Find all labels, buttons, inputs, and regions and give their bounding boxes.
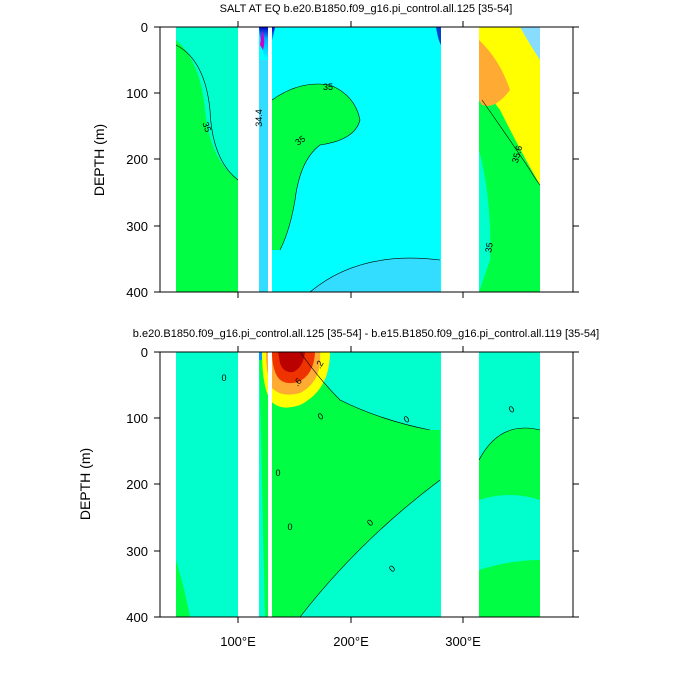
bottom-contour-atlantic [478,427,541,461]
y-tick-label: 400 [126,285,148,300]
bottom-contour-label: 0 [402,414,411,425]
bottom-ticks [154,346,579,623]
top-land-americas [441,27,479,292]
bottom-contour-label: 0 [221,373,226,383]
bottom-contour-label: .2 [313,359,325,371]
x-tick-label: 100°E [220,634,256,649]
x-tick-label: 300°E [445,634,481,649]
top-contour-atlantic [481,99,541,186]
bottom-y-axis-label: DEPTH (m) [77,448,93,520]
top-land-indonesia [238,27,259,292]
y-tick-label: 100 [126,411,148,426]
bottom-field-cyan-dip [259,352,262,360]
top-field-atlantic-top [520,27,540,60]
top-panel-title: SALT AT EQ b.e20.B1850.f09_g16.pi_contro… [220,3,513,15]
bottom-panel-title: b.e20.B1850.f09_g16.pi_control.all.125 [… [133,328,599,340]
bottom-y-tick-labels: 0 100 200 300 400 [126,345,148,625]
x-tick-label: 200°E [333,634,369,649]
top-panel-field [175,27,541,292]
top-contour-label: 34.4 [254,109,264,127]
bottom-field-west-deep [176,560,190,617]
bottom-field-wedge-contour [299,479,441,617]
top-field-east-blue [436,27,441,45]
bottom-field-atlantic-band [479,495,540,570]
bottom-field-max-dark [278,352,305,373]
top-contour-label: 35.6 [510,144,524,164]
y-tick-label: 300 [126,219,148,234]
y-tick-label: 200 [126,152,148,167]
bottom-contour-label: 0 [275,468,280,478]
bottom-field-west [176,355,238,617]
bottom-x-tick-labels: 100°E 200°E 300°E [220,634,481,649]
y-tick-label: 200 [126,477,148,492]
bottom-contour-label: 0 [507,404,516,415]
y-tick-label: 300 [126,544,148,559]
bottom-contour-label: 0 [316,411,325,422]
bottom-land-indonesia [238,352,259,617]
top-field-west-low [176,40,238,292]
top-y-tick-labels: 0 100 200 300 400 [126,20,148,300]
top-field-deep-tongue [310,258,440,292]
y-tick-label: 100 [126,86,148,101]
y-tick-label: 0 [141,20,148,35]
top-contour-label: 35 [483,242,495,254]
top-contour-west [175,44,239,181]
top-contour-label: 35 [200,121,213,134]
top-field-central-high [272,84,360,250]
bottom-contour-label: 0 [387,563,397,574]
top-field-atlantic-orange [479,40,510,106]
top-land-strip [268,27,272,292]
top-field-deep-contour [309,257,441,292]
top-contour-label: 35 [293,134,307,148]
top-contour-label: 35 [323,82,333,92]
y-tick-label: 400 [126,610,148,625]
bottom-contour-label: 0 [365,517,375,528]
top-field-central-contour [271,83,361,251]
top-ticks [154,21,579,298]
bottom-contour-wedge [299,352,431,431]
bottom-field-wedge-inner [300,480,440,617]
bottom-land-americas [441,352,479,617]
top-field-atlantic-cyan [479,150,491,292]
bottom-land-strip [268,352,272,617]
bottom-panel-field [176,352,541,617]
bottom-contour-label: 0 [287,522,292,532]
top-y-axis-label: DEPTH (m) [91,124,107,196]
y-tick-label: 0 [141,345,148,360]
top-field-magenta [260,30,265,50]
